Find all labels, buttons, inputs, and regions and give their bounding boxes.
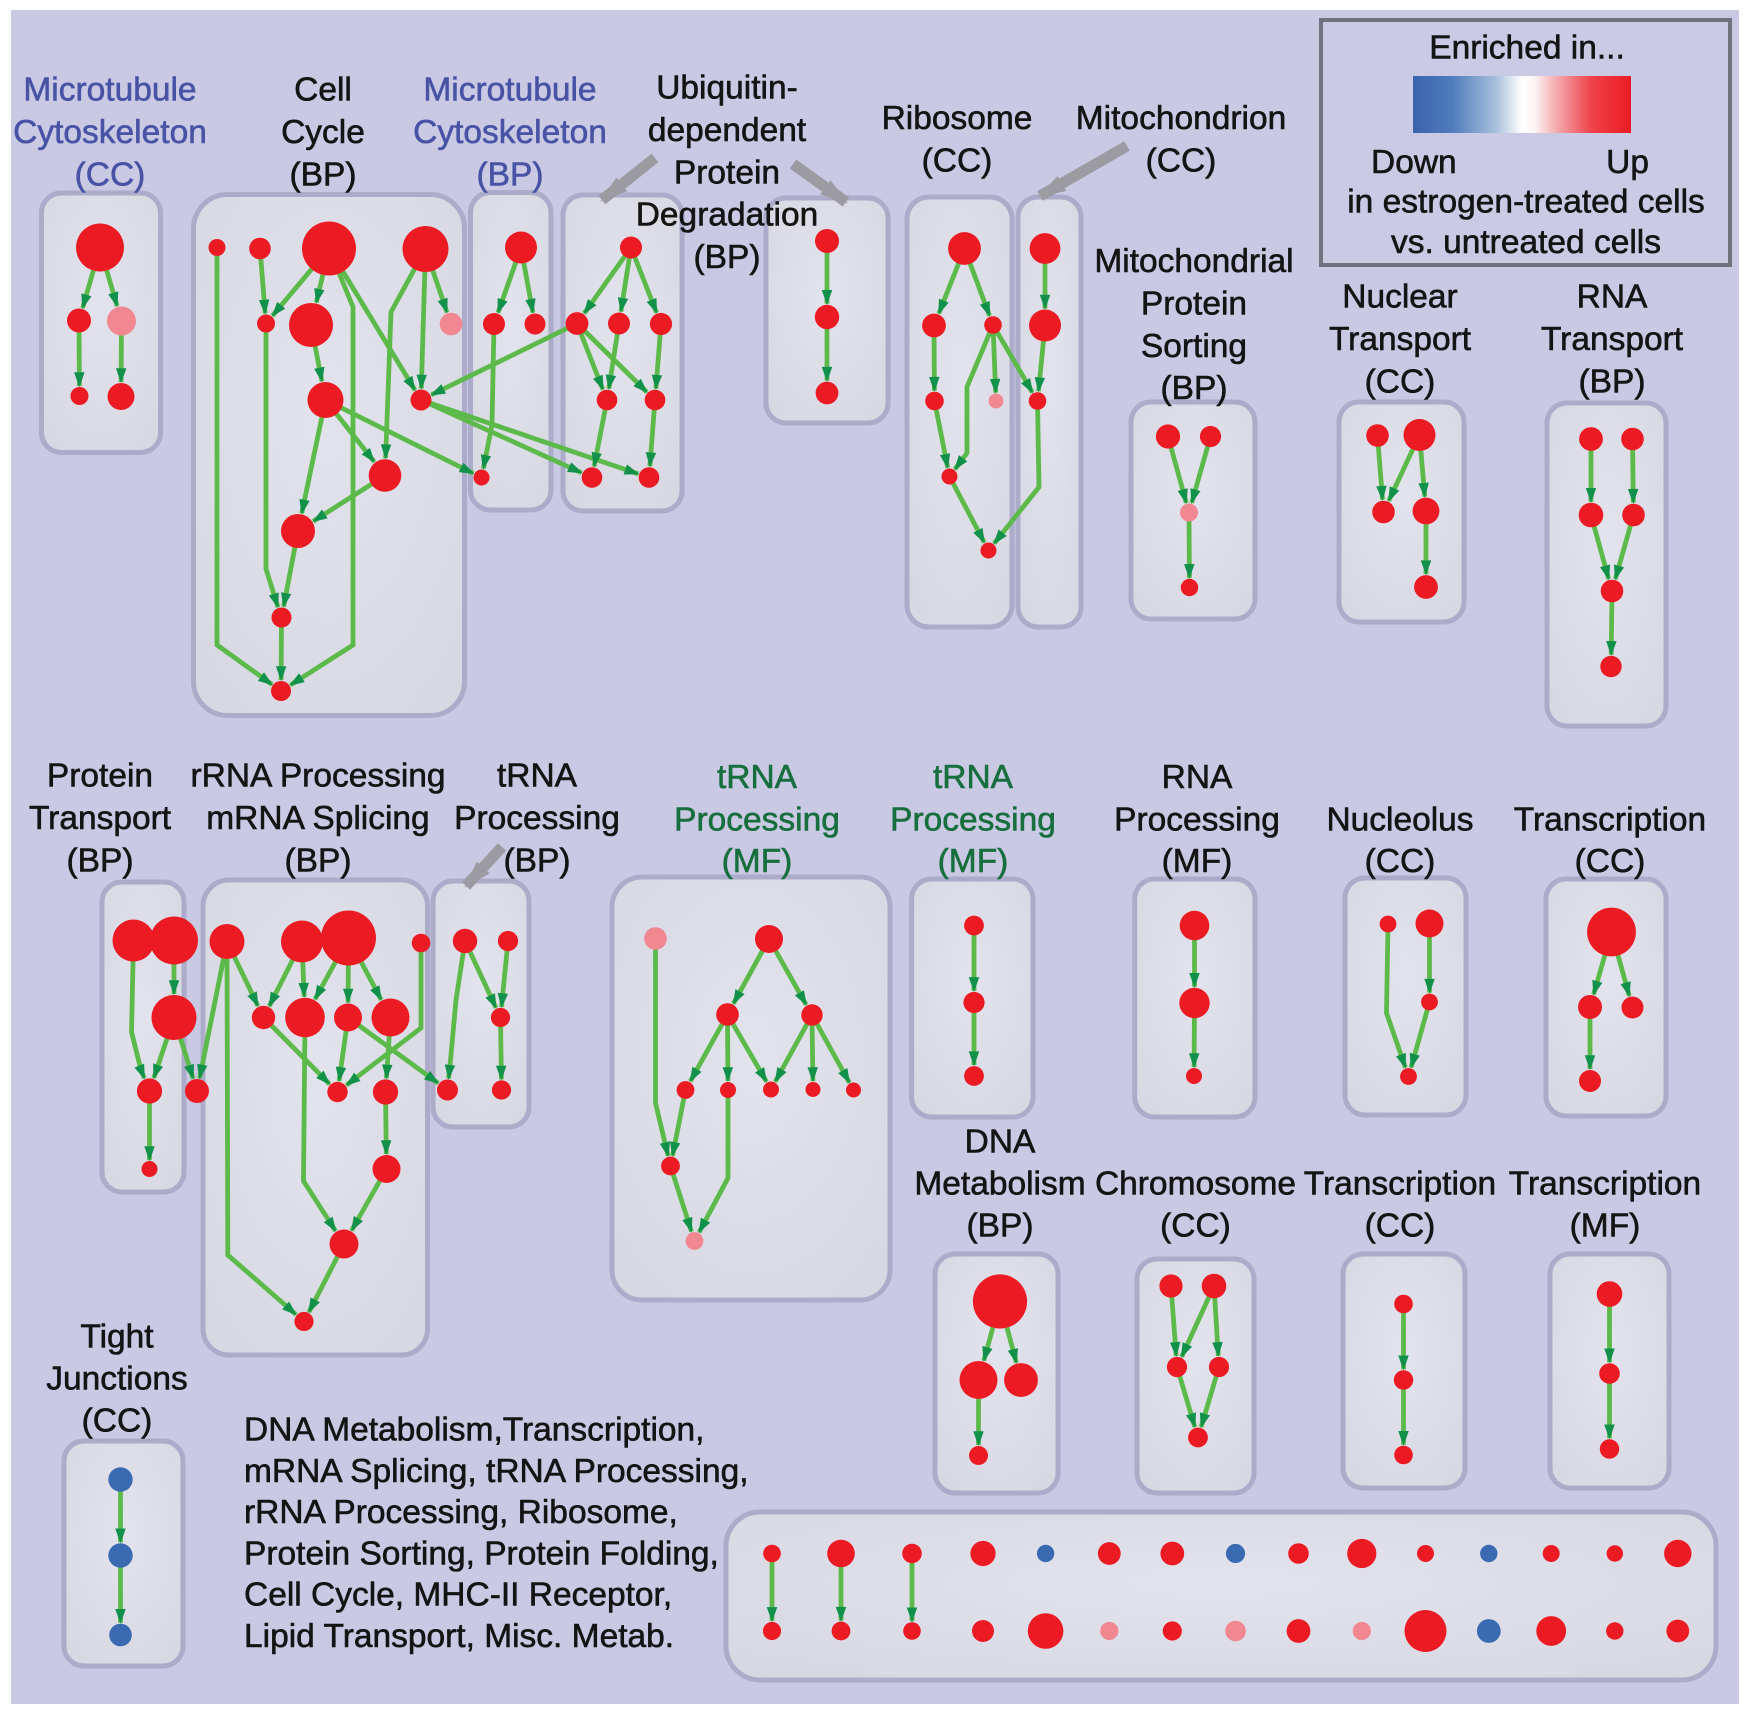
svg-text:(MF): (MF) <box>938 843 1009 880</box>
svg-text:Cell: Cell <box>294 72 352 109</box>
svg-text:Cytoskeleton: Cytoskeleton <box>13 114 207 151</box>
svg-text:(BP): (BP) <box>477 157 544 194</box>
svg-text:vs. untreated cells: vs. untreated cells <box>1391 224 1661 261</box>
svg-text:Nucleolus: Nucleolus <box>1326 802 1473 839</box>
svg-text:(BP): (BP) <box>1579 363 1646 400</box>
svg-text:(CC): (CC) <box>1575 843 1646 880</box>
svg-text:(CC): (CC) <box>1365 843 1436 880</box>
svg-text:Lipid Transport, Misc. Metab.: Lipid Transport, Misc. Metab. <box>244 1618 674 1655</box>
svg-text:Ribosome: Ribosome <box>882 100 1033 137</box>
svg-text:rRNA Processing: rRNA Processing <box>190 758 445 795</box>
svg-text:Cell Cycle, MHC-II Receptor,: Cell Cycle, MHC-II Receptor, <box>244 1577 672 1614</box>
svg-text:Processing: Processing <box>890 802 1056 839</box>
svg-text:Down: Down <box>1371 144 1457 181</box>
svg-text:Processing: Processing <box>1114 802 1280 839</box>
svg-text:Transcription: Transcription <box>1509 1166 1701 1203</box>
svg-text:dependent: dependent <box>648 112 807 149</box>
svg-text:Transport: Transport <box>29 800 172 837</box>
svg-text:Transport: Transport <box>1541 321 1684 358</box>
svg-text:(BP): (BP) <box>694 239 761 276</box>
svg-text:(CC): (CC) <box>82 1403 153 1440</box>
svg-text:rRNA Processing, Ribosome,: rRNA Processing, Ribosome, <box>244 1494 678 1531</box>
svg-text:RNA: RNA <box>1162 759 1233 796</box>
svg-text:Nuclear: Nuclear <box>1342 279 1457 316</box>
svg-text:(BP): (BP) <box>290 157 357 194</box>
svg-text:Transcription: Transcription <box>1514 802 1706 839</box>
svg-text:Metabolism: Metabolism <box>914 1166 1085 1203</box>
svg-text:Degradation: Degradation <box>636 197 819 234</box>
svg-text:tRNA: tRNA <box>933 759 1014 796</box>
svg-text:Microtubule: Microtubule <box>23 72 196 109</box>
svg-text:(MF): (MF) <box>1570 1208 1641 1245</box>
svg-text:Protein: Protein <box>1141 285 1247 322</box>
svg-text:Processing: Processing <box>454 800 620 837</box>
svg-text:Mitochondrion: Mitochondrion <box>1076 100 1286 137</box>
svg-text:(CC): (CC) <box>1365 1208 1436 1245</box>
svg-text:Ubiquitin-: Ubiquitin- <box>656 70 798 107</box>
svg-text:(MF): (MF) <box>722 843 793 880</box>
svg-text:tRNA: tRNA <box>497 758 578 795</box>
svg-text:DNA Metabolism,Transcription,: DNA Metabolism,Transcription, <box>244 1412 704 1449</box>
svg-text:(CC): (CC) <box>1160 1208 1231 1245</box>
svg-text:(BP): (BP) <box>967 1208 1034 1245</box>
svg-text:Protein Sorting, Protein Foldi: Protein Sorting, Protein Folding, <box>244 1536 719 1573</box>
svg-text:Up: Up <box>1606 144 1649 181</box>
svg-text:(CC): (CC) <box>922 142 993 179</box>
svg-text:(CC): (CC) <box>1146 142 1217 179</box>
svg-text:RNA: RNA <box>1577 279 1648 316</box>
svg-text:Junctions: Junctions <box>46 1361 188 1398</box>
svg-text:mRNA Splicing: mRNA Splicing <box>206 800 429 837</box>
svg-text:Tight: Tight <box>80 1319 154 1356</box>
svg-text:Transport: Transport <box>1329 321 1472 358</box>
svg-text:DNA: DNA <box>965 1124 1036 1161</box>
svg-text:Protein: Protein <box>47 758 153 795</box>
svg-text:tRNA: tRNA <box>717 759 798 796</box>
svg-text:Microtubule: Microtubule <box>423 72 596 109</box>
svg-text:Enriched in...: Enriched in... <box>1429 30 1625 67</box>
svg-text:Mitochondrial: Mitochondrial <box>1094 243 1293 280</box>
svg-text:(BP): (BP) <box>67 843 134 880</box>
svg-text:in estrogen-treated cells: in estrogen-treated cells <box>1347 184 1705 221</box>
svg-text:(CC): (CC) <box>1365 363 1436 400</box>
svg-text:Transcription: Transcription <box>1304 1166 1496 1203</box>
svg-text:Chromosome: Chromosome <box>1095 1166 1296 1203</box>
svg-text:mRNA Splicing, tRNA Processing: mRNA Splicing, tRNA Processing, <box>244 1453 749 1490</box>
svg-text:Protein: Protein <box>674 154 780 191</box>
svg-text:(BP): (BP) <box>285 843 352 880</box>
svg-text:(CC): (CC) <box>75 157 146 194</box>
svg-text:(MF): (MF) <box>1162 843 1233 880</box>
svg-text:Processing: Processing <box>674 802 840 839</box>
svg-text:Sorting: Sorting <box>1141 328 1247 365</box>
svg-text:Cycle: Cycle <box>281 114 365 151</box>
svg-text:(BP): (BP) <box>504 843 571 880</box>
svg-text:Cytoskeleton: Cytoskeleton <box>413 114 607 151</box>
svg-text:(BP): (BP) <box>1161 370 1228 407</box>
